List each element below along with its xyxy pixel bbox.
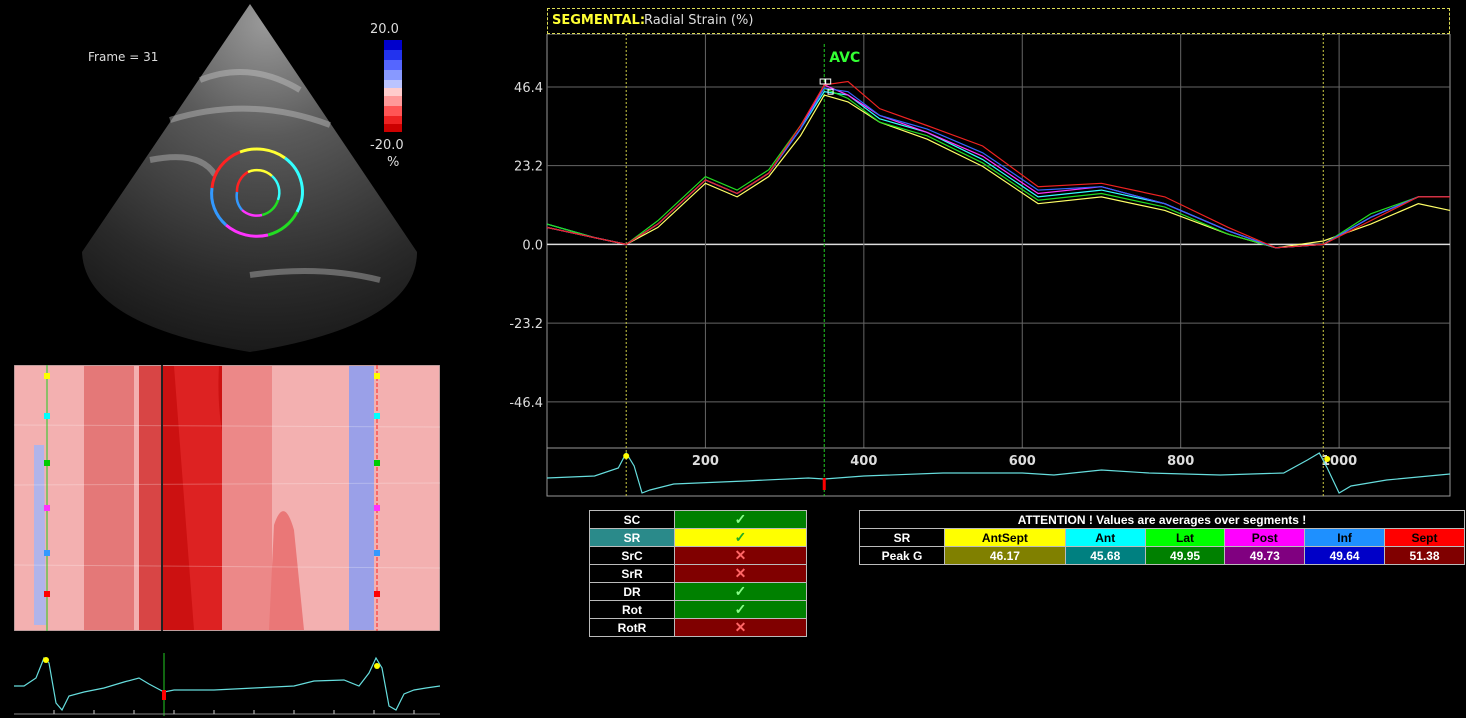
status-row-src[interactable]: SrC ✕ [589,546,807,565]
status-row-dr[interactable]: DR ✓ [589,582,807,601]
peak-marker [825,78,832,85]
cross-icon[interactable]: ✕ [674,546,807,565]
y-tick-label: 23.2 [514,160,543,175]
segment-value-antsept: 46.17 [944,546,1066,565]
status-row-sr[interactable]: SR ✓ [589,528,807,547]
series-line-lat [546,87,1450,249]
segment-value-lat: 49.95 [1144,546,1226,565]
y-tick-label: -46.4 [509,396,543,411]
scale-min-label: -20.0 [370,138,404,153]
cross-icon[interactable]: ✕ [674,618,807,637]
segment-value-post: 49.73 [1224,546,1306,565]
segment-rings [210,147,304,238]
segment-header-sept: Sept [1383,528,1466,547]
chart-ecg-trace [546,451,1451,494]
header-label-cell: SR [859,528,945,547]
strain-color-scale [384,40,402,132]
frame-label: Frame = 31 [88,50,159,64]
segment-header-post: Post [1224,528,1306,547]
x-tick-label: 400 [850,454,877,469]
status-row-label: DR [589,582,675,601]
chart-header: SEGMENTAL: Radial Strain (%) [547,8,1450,34]
strain-map-panel[interactable] [14,365,440,631]
left-ecg-trace[interactable] [14,648,440,716]
attention-banner: ATTENTION ! Values are averages over seg… [859,510,1465,529]
status-row-sc[interactable]: SC ✓ [589,510,807,529]
row-label-cell: Peak G [859,546,945,565]
segment-header-antsept: AntSept [944,528,1066,547]
series-line-sept [546,80,1450,249]
series-line-inf [546,87,1450,249]
ecg-marker-end [1324,456,1331,462]
segment-markers-left [44,373,50,597]
status-row-rot[interactable]: Rot ✓ [589,600,807,619]
segment-header-lat: Lat [1144,528,1226,547]
measurement-status-table: SC ✓ SR ✓ SrC ✕ SrR ✕ DR ✓ Rot ✓ RotR ✕ [589,510,807,637]
cross-icon[interactable]: ✕ [674,564,807,583]
status-row-label: SrC [589,546,675,565]
status-row-srr[interactable]: SrR ✕ [589,564,807,583]
peak-marker [819,78,826,85]
chart-header-title: Radial Strain (%) [644,13,754,28]
ultrasound-sector [82,4,417,352]
series-line-post [546,84,1450,249]
status-row-label: RotR [589,618,675,637]
chart-header-prefix: SEGMENTAL: [552,13,646,28]
avc-marker-label: AVC [829,50,860,66]
series-line-antsept [546,94,1451,249]
ecg-marker-start [623,453,630,459]
x-tick-label: 200 [692,454,719,469]
x-tick-label: 800 [1167,454,1194,469]
status-row-rotr[interactable]: RotR ✕ [589,618,807,637]
status-row-label: SC [589,510,675,529]
segment-value-ant: 45.68 [1064,546,1146,565]
radial-strain-chart[interactable]: 46.4 23.2 0.0 -23.2 -46.4 200 400 600 800 1000 AVC [500,34,1455,500]
check-icon[interactable]: ✓ [674,600,807,619]
y-tick-label: -23.2 [509,317,543,332]
chart-frame [546,34,1451,497]
series-line-ant [546,91,1450,249]
ecg-current-frame-marker [822,478,826,490]
y-tick-label: 46.4 [514,81,543,96]
status-row-label: SrR [589,564,675,583]
x-tick-label: 600 [1009,454,1036,469]
check-icon[interactable]: ✓ [674,582,807,601]
peak-marker [827,88,834,95]
segment-markers-right [374,373,380,597]
segment-header-inf: Inf [1304,528,1385,547]
check-icon[interactable]: ✓ [674,528,807,547]
echo-image-panel[interactable] [0,0,460,360]
scale-unit-label: % [387,155,400,170]
y-tick-label: 0.0 [522,238,543,253]
x-tick-label: 1000 [1321,454,1357,469]
segment-header-ant: Ant [1064,528,1146,547]
segment-value-sept: 51.38 [1383,546,1466,565]
check-icon[interactable]: ✓ [674,510,807,529]
status-row-label: Rot [589,600,675,619]
status-row-label: SR [589,528,675,547]
segment-value-inf: 49.64 [1304,546,1385,565]
segment-values-table: ATTENTION ! Values are averages over seg… [859,510,1466,565]
scale-max-label: 20.0 [370,22,399,37]
